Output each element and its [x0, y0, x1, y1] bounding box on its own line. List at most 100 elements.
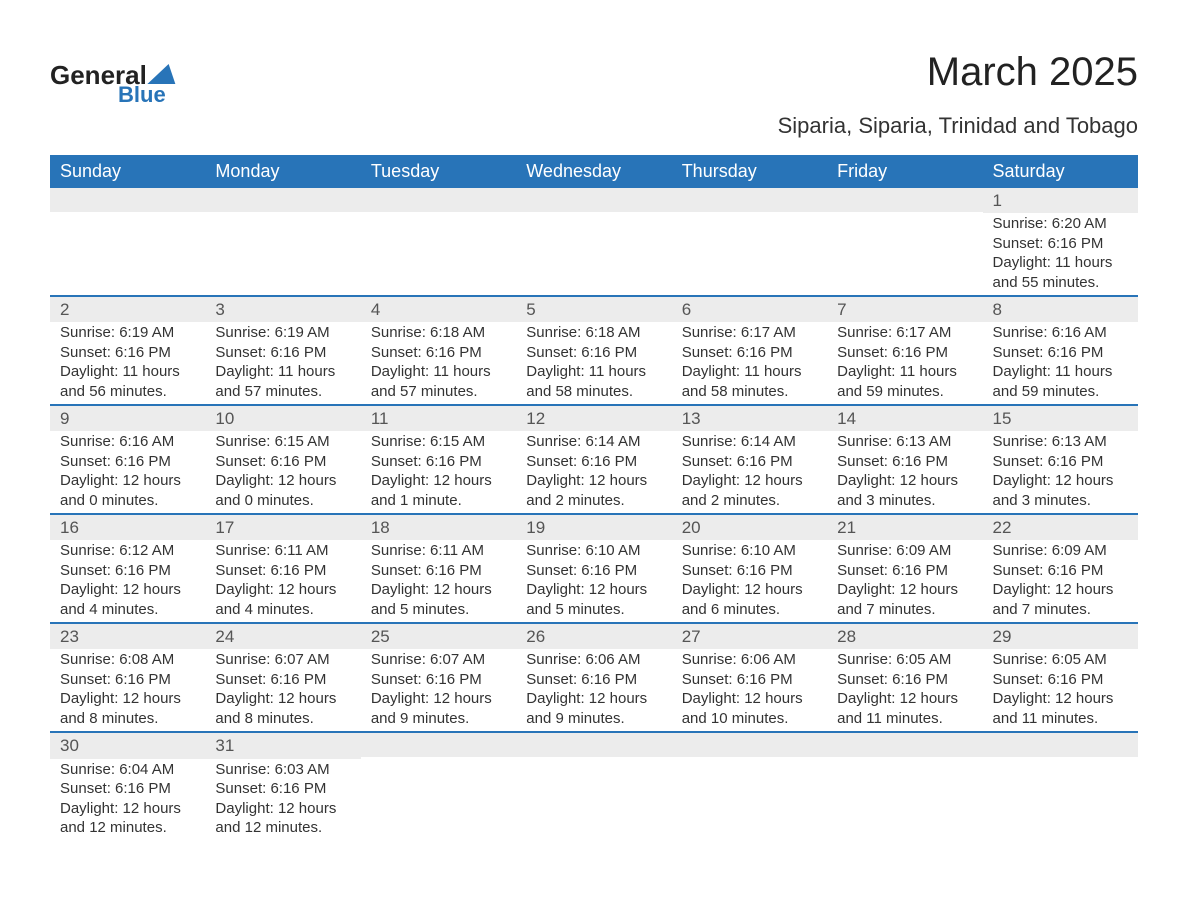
sunset-text: Sunset: 6:16 PM	[215, 779, 350, 799]
daylight-line1: Daylight: 11 hours	[993, 362, 1128, 382]
daylight-line1: Daylight: 11 hours	[371, 362, 506, 382]
day-data: Sunrise: 6:06 AMSunset: 6:16 PMDaylight:…	[672, 649, 827, 731]
daylight-line1: Daylight: 12 hours	[371, 689, 506, 709]
calendar-day: 22Sunrise: 6:09 AMSunset: 6:16 PMDayligh…	[983, 515, 1138, 622]
sunset-text: Sunset: 6:16 PM	[993, 670, 1128, 690]
calendar-row: 1Sunrise: 6:20 AMSunset: 6:16 PMDaylight…	[50, 188, 1138, 295]
day-data: Sunrise: 6:18 AMSunset: 6:16 PMDaylight:…	[516, 322, 671, 404]
daylight-line2: and 8 minutes.	[215, 709, 350, 729]
calendar-day-empty	[516, 188, 671, 295]
daylight-line1: Daylight: 12 hours	[60, 580, 195, 600]
day-number: 5	[516, 297, 671, 322]
sunrise-text: Sunrise: 6:15 AM	[215, 432, 350, 452]
daylight-line1: Daylight: 12 hours	[837, 580, 972, 600]
calendar-day: 9Sunrise: 6:16 AMSunset: 6:16 PMDaylight…	[50, 406, 205, 513]
daylight-line2: and 9 minutes.	[526, 709, 661, 729]
calendar-day: 30Sunrise: 6:04 AMSunset: 6:16 PMDayligh…	[50, 733, 205, 840]
calendar-day: 13Sunrise: 6:14 AMSunset: 6:16 PMDayligh…	[672, 406, 827, 513]
sunset-text: Sunset: 6:16 PM	[526, 561, 661, 581]
sunset-text: Sunset: 6:16 PM	[682, 670, 817, 690]
calendar-row: 9Sunrise: 6:16 AMSunset: 6:16 PMDaylight…	[50, 404, 1138, 513]
day-data: Sunrise: 6:08 AMSunset: 6:16 PMDaylight:…	[50, 649, 205, 731]
sunrise-text: Sunrise: 6:12 AM	[60, 541, 195, 561]
day-number: 9	[50, 406, 205, 431]
day-data: Sunrise: 6:09 AMSunset: 6:16 PMDaylight:…	[827, 540, 982, 622]
calendar-day: 5Sunrise: 6:18 AMSunset: 6:16 PMDaylight…	[516, 297, 671, 404]
sunset-text: Sunset: 6:16 PM	[837, 670, 972, 690]
day-number	[205, 188, 360, 212]
daylight-line1: Daylight: 12 hours	[215, 689, 350, 709]
daylight-line1: Daylight: 11 hours	[837, 362, 972, 382]
daylight-line1: Daylight: 12 hours	[371, 471, 506, 491]
calendar-row: 2Sunrise: 6:19 AMSunset: 6:16 PMDaylight…	[50, 295, 1138, 404]
sunrise-text: Sunrise: 6:17 AM	[837, 323, 972, 343]
daylight-line2: and 11 minutes.	[837, 709, 972, 729]
sunset-text: Sunset: 6:16 PM	[682, 343, 817, 363]
daylight-line1: Daylight: 12 hours	[837, 689, 972, 709]
calendar-day-empty	[50, 188, 205, 295]
day-data: Sunrise: 6:18 AMSunset: 6:16 PMDaylight:…	[361, 322, 516, 404]
daylight-line2: and 8 minutes.	[60, 709, 195, 729]
sunrise-text: Sunrise: 6:06 AM	[526, 650, 661, 670]
calendar-day: 12Sunrise: 6:14 AMSunset: 6:16 PMDayligh…	[516, 406, 671, 513]
daylight-line1: Daylight: 12 hours	[682, 580, 817, 600]
sunset-text: Sunset: 6:16 PM	[60, 452, 195, 472]
day-number	[827, 188, 982, 212]
sunrise-text: Sunrise: 6:13 AM	[837, 432, 972, 452]
title-block: March 2025 Siparia, Siparia, Trinidad an…	[778, 50, 1138, 147]
day-data: Sunrise: 6:03 AMSunset: 6:16 PMDaylight:…	[205, 759, 360, 841]
sunset-text: Sunset: 6:16 PM	[837, 452, 972, 472]
day-number	[827, 733, 982, 757]
calendar: SundayMondayTuesdayWednesdayThursdayFrid…	[50, 155, 1138, 841]
daylight-line2: and 59 minutes.	[993, 382, 1128, 402]
calendar-day-empty	[827, 733, 982, 840]
sunrise-text: Sunrise: 6:19 AM	[215, 323, 350, 343]
daylight-line2: and 10 minutes.	[682, 709, 817, 729]
sunset-text: Sunset: 6:16 PM	[993, 452, 1128, 472]
calendar-day-empty	[672, 188, 827, 295]
day-number: 19	[516, 515, 671, 540]
day-data: Sunrise: 6:13 AMSunset: 6:16 PMDaylight:…	[983, 431, 1138, 513]
daylight-line2: and 2 minutes.	[682, 491, 817, 511]
calendar-row: 16Sunrise: 6:12 AMSunset: 6:16 PMDayligh…	[50, 513, 1138, 622]
day-number: 4	[361, 297, 516, 322]
sunset-text: Sunset: 6:16 PM	[993, 343, 1128, 363]
daylight-line2: and 3 minutes.	[993, 491, 1128, 511]
sunrise-text: Sunrise: 6:04 AM	[60, 760, 195, 780]
calendar-day: 6Sunrise: 6:17 AMSunset: 6:16 PMDaylight…	[672, 297, 827, 404]
calendar-row: 30Sunrise: 6:04 AMSunset: 6:16 PMDayligh…	[50, 731, 1138, 840]
calendar-day: 27Sunrise: 6:06 AMSunset: 6:16 PMDayligh…	[672, 624, 827, 731]
day-data: Sunrise: 6:14 AMSunset: 6:16 PMDaylight:…	[516, 431, 671, 513]
day-number: 1	[983, 188, 1138, 213]
daylight-line2: and 12 minutes.	[215, 818, 350, 838]
daylight-line2: and 5 minutes.	[526, 600, 661, 620]
daylight-line2: and 11 minutes.	[993, 709, 1128, 729]
sunrise-text: Sunrise: 6:10 AM	[526, 541, 661, 561]
day-data: Sunrise: 6:09 AMSunset: 6:16 PMDaylight:…	[983, 540, 1138, 622]
day-number: 15	[983, 406, 1138, 431]
day-number: 24	[205, 624, 360, 649]
daylight-line1: Daylight: 12 hours	[526, 471, 661, 491]
calendar-day: 25Sunrise: 6:07 AMSunset: 6:16 PMDayligh…	[361, 624, 516, 731]
daylight-line1: Daylight: 12 hours	[526, 580, 661, 600]
calendar-header-row: SundayMondayTuesdayWednesdayThursdayFrid…	[50, 155, 1138, 188]
sunset-text: Sunset: 6:16 PM	[60, 343, 195, 363]
daylight-line2: and 58 minutes.	[682, 382, 817, 402]
daylight-line1: Daylight: 12 hours	[215, 799, 350, 819]
sunrise-text: Sunrise: 6:07 AM	[371, 650, 506, 670]
sunrise-text: Sunrise: 6:05 AM	[993, 650, 1128, 670]
page-title: March 2025	[778, 50, 1138, 95]
sunrise-text: Sunrise: 6:13 AM	[993, 432, 1128, 452]
calendar-day: 2Sunrise: 6:19 AMSunset: 6:16 PMDaylight…	[50, 297, 205, 404]
sunset-text: Sunset: 6:16 PM	[371, 452, 506, 472]
logo-triangle-icon	[147, 64, 182, 84]
daylight-line2: and 56 minutes.	[60, 382, 195, 402]
calendar-day: 3Sunrise: 6:19 AMSunset: 6:16 PMDaylight…	[205, 297, 360, 404]
daylight-line2: and 57 minutes.	[215, 382, 350, 402]
daylight-line2: and 9 minutes.	[371, 709, 506, 729]
weekday-header: Tuesday	[361, 155, 516, 188]
calendar-day-empty	[672, 733, 827, 840]
day-number: 26	[516, 624, 671, 649]
day-number: 6	[672, 297, 827, 322]
day-number: 3	[205, 297, 360, 322]
